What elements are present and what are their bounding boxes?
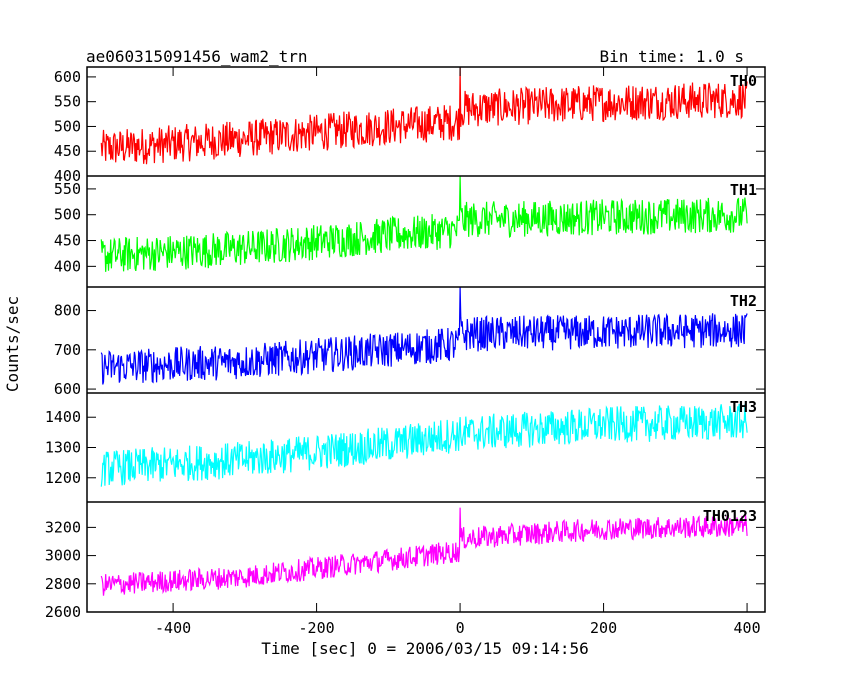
panel-label-th2: TH2 <box>730 292 757 310</box>
chart-title: ae060315091456_wam2_trn <box>86 47 308 66</box>
panel-th0123: 2600 2800 3000 3200 TH0123 <box>45 507 765 621</box>
panel-label-th1: TH1 <box>730 181 757 199</box>
y-tick-label-th2: 600 <box>54 380 81 398</box>
y-tick-label-th0: 450 <box>54 142 81 160</box>
panels-group: 400 450 500 550 600 TH0 400 450 500 550 TH1 600 700 8… <box>45 66 766 637</box>
plot-frame <box>86 66 766 613</box>
y-tick-label-th2: 700 <box>54 341 81 359</box>
panel-label-th0123: TH0123 <box>703 507 757 525</box>
y-tick-label-th0: 600 <box>54 68 81 86</box>
y-tick-label-th1: 500 <box>54 206 81 224</box>
panel-label-th0: TH0 <box>730 72 757 90</box>
y-tick-label-th0: 550 <box>54 93 81 111</box>
y-tick-label-th0123: 3000 <box>45 547 81 565</box>
x-tick-label: -400 <box>155 619 191 637</box>
bin-time-label: Bin time: 1.0 s <box>600 47 745 66</box>
y-tick-label-th3: 1200 <box>45 469 81 487</box>
y-tick-label-th0123: 2600 <box>45 603 81 621</box>
x-tick-label: -200 <box>299 619 335 637</box>
y-tick-label-th0: 500 <box>54 117 81 135</box>
x-tick-label: 200 <box>590 619 617 637</box>
panel-th1: 400 450 500 550 TH1 <box>54 175 765 275</box>
y-tick-label-th2: 800 <box>54 302 81 320</box>
y-tick-label-th1: 450 <box>54 232 81 250</box>
y-tick-label-th1: 550 <box>54 180 81 198</box>
series-line-th1 <box>100 175 748 272</box>
x-tick-label: 400 <box>734 619 761 637</box>
series-line-th2 <box>100 286 748 385</box>
panel-th2: 600 700 800 TH2 <box>54 286 765 398</box>
y-tick-label-th1: 400 <box>54 257 81 275</box>
y-tick-label-th0123: 3200 <box>45 518 81 536</box>
x-axis-label: Time [sec] 0 = 2006/03/15 09:14:56 <box>261 639 589 658</box>
y-tick-label-th3: 1400 <box>45 408 81 426</box>
y-axis-label: Counts/sec <box>3 296 22 392</box>
series-line-th0123 <box>100 507 748 596</box>
panel-th0: 400 450 500 550 600 TH0 <box>54 66 765 185</box>
series-line-th3 <box>100 403 748 487</box>
y-tick-label-th0123: 2800 <box>45 575 81 593</box>
panel-th3: 1200 1300 1400 TH3 <box>45 398 765 487</box>
y-tick-label-th3: 1300 <box>45 439 81 457</box>
x-tick-label: 0 <box>456 619 465 637</box>
panel-label-th3: TH3 <box>730 398 757 416</box>
series-line-th0 <box>100 66 748 165</box>
y-tick-label-th0: 400 <box>54 167 81 185</box>
